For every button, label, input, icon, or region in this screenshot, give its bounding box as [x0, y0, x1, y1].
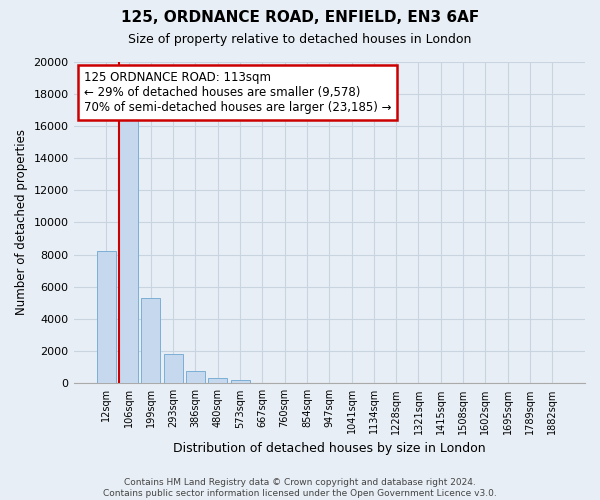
- Text: Size of property relative to detached houses in London: Size of property relative to detached ho…: [128, 32, 472, 46]
- Bar: [119, 116, 138, 384]
- Text: 125 ORDNANCE ROAD: 113sqm
← 29% of detached houses are smaller (9,578)
70% of se: 125 ORDNANCE ROAD: 113sqm ← 29% of detac…: [84, 71, 391, 114]
- Text: 125, ORDNANCE ROAD, ENFIELD, EN3 6AF: 125, ORDNANCE ROAD, ENFIELD, EN3 6AF: [121, 10, 479, 25]
- Text: Contains HM Land Registry data © Crown copyright and database right 2024.
Contai: Contains HM Land Registry data © Crown c…: [103, 478, 497, 498]
- Bar: [164, 354, 182, 384]
- Bar: [230, 380, 250, 384]
- Bar: [97, 252, 116, 384]
- Bar: [208, 378, 227, 384]
- Bar: [142, 298, 160, 384]
- Y-axis label: Number of detached properties: Number of detached properties: [15, 130, 28, 316]
- X-axis label: Distribution of detached houses by size in London: Distribution of detached houses by size …: [173, 442, 485, 455]
- Bar: [186, 371, 205, 384]
